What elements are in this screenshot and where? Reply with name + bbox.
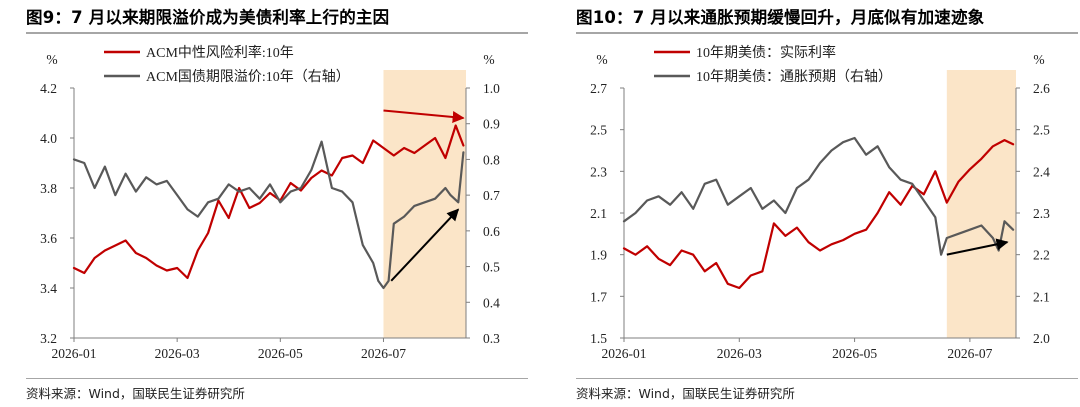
source-divider bbox=[576, 378, 1078, 379]
highlight-region bbox=[383, 70, 466, 338]
title-divider bbox=[26, 32, 528, 34]
legend-label: 10年期美债：实际利率 bbox=[696, 44, 836, 61]
left-axis-tick-label: 2.1 bbox=[590, 206, 607, 221]
x-axis-tick-label: 2026-01 bbox=[602, 346, 647, 361]
x-axis-tick-label: 2026-03 bbox=[717, 346, 762, 361]
source-note: 资料来源：Wind，国联民生证券研究所 bbox=[576, 386, 795, 401]
left-axis-tick-label: 3.4 bbox=[40, 281, 57, 296]
chart-title: 图9：7 月以来期限溢价成为美债利率上行的主因 bbox=[26, 8, 390, 27]
left-chart-panel: 图9：7 月以来期限溢价成为美债利率上行的主因 3.2 3.4 3.6 3.8 4.0 4… bbox=[0, 0, 530, 407]
right-axis-tick-label: 0.5 bbox=[483, 260, 500, 275]
series-line-2 bbox=[72, 140, 465, 290]
x-axis-tick-label: 2026-07 bbox=[361, 346, 406, 361]
right-axis-tick-label: 0.3 bbox=[483, 331, 500, 346]
right-axis-tick-label: 2.1 bbox=[1033, 289, 1050, 304]
trend-arrow bbox=[390, 208, 460, 282]
right-axis-tick-label: 2.4 bbox=[1033, 164, 1050, 179]
term-premium-line-chart: 3.2 3.4 3.6 3.8 4.0 4.2 0.3 0.4 0.5 0.6 0.7 0.8 0.9 1… bbox=[40, 44, 500, 361]
left-axis-tick-label: 1.7 bbox=[590, 289, 607, 304]
series-line-2 bbox=[622, 136, 1015, 256]
legend-label: 10年期美债：通胀预期（右轴） bbox=[696, 69, 892, 85]
left-axis-tick-label: 3.6 bbox=[40, 231, 57, 246]
right-axis-tick-label: 2.6 bbox=[1033, 81, 1050, 96]
left-axis-tick-label: 2.3 bbox=[590, 164, 607, 179]
right-axis-tick-label: 1.0 bbox=[483, 81, 500, 96]
x-axis-tick-label: 2026-05 bbox=[832, 346, 877, 361]
left-axis-tick-label: 2.5 bbox=[590, 123, 607, 138]
x-axis-tick-label: 2026-05 bbox=[258, 346, 303, 361]
right-axis-unit: % bbox=[1033, 52, 1044, 67]
left-axis-tick-label: 3.2 bbox=[40, 331, 57, 346]
series-line-1 bbox=[72, 124, 465, 280]
right-axis-tick-label: 0.6 bbox=[483, 224, 500, 239]
legend-label: ACM国债期限溢价:10年（右轴） bbox=[146, 69, 350, 85]
highlight-region bbox=[946, 70, 1016, 338]
trend-arrow bbox=[383, 109, 465, 123]
right-axis-tick-label: 2.0 bbox=[1033, 331, 1050, 346]
trend-arrow bbox=[946, 238, 1009, 256]
legend-label: ACM中性风险利率:10年 bbox=[146, 44, 294, 61]
left-axis-tick-label: 2.7 bbox=[590, 81, 607, 96]
left-axis-tick-label: 1.9 bbox=[590, 248, 607, 263]
left-axis-unit: % bbox=[596, 52, 607, 67]
x-axis-tick-label: 2026-07 bbox=[947, 346, 992, 361]
right-axis-tick-label: 0.4 bbox=[483, 295, 500, 310]
x-axis-tick-label: 2026-03 bbox=[155, 346, 200, 361]
right-axis-tick-label: 2.3 bbox=[1033, 206, 1050, 221]
left-axis-tick-label: 3.8 bbox=[40, 181, 57, 196]
left-axis-unit: % bbox=[46, 52, 57, 67]
source-divider bbox=[26, 378, 528, 379]
right-axis-tick-label: 2.2 bbox=[1033, 248, 1050, 263]
right-chart-panel: 图10：7 月以来通胀预期缓慢回升，月底似有加速迹象 1.5 1.7 1.9 2.1 2… bbox=[550, 0, 1080, 407]
left-axis-tick-label: 4.2 bbox=[40, 81, 57, 96]
x-axis-tick-label: 2026-01 bbox=[52, 346, 97, 361]
right-axis-tick-label: 0.7 bbox=[483, 188, 500, 203]
right-axis-tick-label: 0.9 bbox=[483, 117, 500, 132]
series-line-1 bbox=[622, 138, 1015, 290]
right-axis-tick-label: 0.8 bbox=[483, 152, 500, 167]
inflation-expectation-line-chart: 1.5 1.7 1.9 2.1 2.3 2.5 2.7 2.0 2.1 2.2 2.3 2.4 2.5 2… bbox=[590, 44, 1050, 361]
right-axis-tick-label: 2.5 bbox=[1033, 123, 1050, 138]
title-divider bbox=[576, 32, 1078, 34]
chart-title: 图10：7 月以来通胀预期缓慢回升，月底似有加速迹象 bbox=[576, 8, 985, 27]
right-axis-unit: % bbox=[483, 52, 494, 67]
left-axis-tick-label: 4.0 bbox=[40, 131, 57, 146]
left-axis-tick-label: 1.5 bbox=[590, 331, 607, 346]
source-note: 资料来源：Wind，国联民生证券研究所 bbox=[26, 386, 245, 401]
